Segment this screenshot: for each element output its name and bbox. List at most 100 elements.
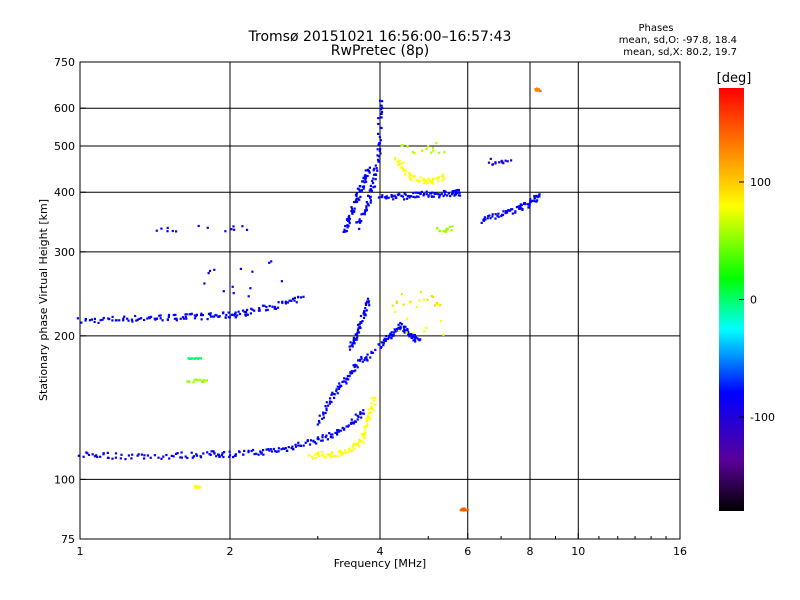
data-point bbox=[186, 380, 189, 383]
data-point bbox=[325, 409, 328, 412]
data-point bbox=[198, 378, 201, 381]
data-point bbox=[387, 196, 390, 199]
data-point bbox=[509, 209, 512, 212]
data-point bbox=[365, 356, 368, 359]
data-point bbox=[344, 225, 347, 228]
data-point bbox=[309, 439, 313, 442]
data-point bbox=[429, 181, 432, 184]
data-point bbox=[369, 187, 372, 191]
data-point bbox=[199, 357, 202, 360]
data-point bbox=[433, 304, 437, 307]
data-point bbox=[90, 318, 93, 321]
data-point bbox=[311, 457, 314, 460]
data-point bbox=[521, 207, 524, 211]
data-point bbox=[519, 203, 522, 206]
data-point bbox=[497, 215, 500, 218]
data-point bbox=[252, 448, 255, 452]
data-point bbox=[520, 207, 523, 210]
data-point bbox=[297, 441, 300, 444]
data-point bbox=[423, 330, 426, 333]
x-tick-label: 1 bbox=[77, 545, 84, 558]
data-point bbox=[293, 299, 296, 302]
data-point bbox=[403, 330, 406, 333]
data-point bbox=[535, 200, 538, 203]
data-point bbox=[293, 296, 296, 299]
data-point bbox=[120, 453, 123, 456]
data-point bbox=[122, 317, 125, 320]
data-point bbox=[364, 357, 367, 360]
data-point bbox=[345, 425, 348, 428]
data-point bbox=[195, 454, 199, 457]
data-point bbox=[96, 455, 99, 459]
data-point bbox=[351, 449, 354, 452]
data-point bbox=[291, 445, 294, 448]
data-point bbox=[206, 226, 209, 229]
data-point bbox=[350, 422, 353, 425]
data-point bbox=[402, 167, 405, 170]
data-point bbox=[195, 356, 198, 360]
data-point bbox=[175, 230, 178, 233]
x-tick-label: 6 bbox=[464, 545, 471, 558]
data-point bbox=[193, 314, 196, 317]
data-point bbox=[111, 315, 114, 318]
data-point bbox=[356, 441, 359, 445]
data-point bbox=[233, 228, 236, 231]
data-point bbox=[379, 148, 382, 151]
data-point bbox=[324, 411, 327, 415]
data-point bbox=[364, 303, 368, 306]
data-point bbox=[528, 204, 531, 207]
data-point bbox=[241, 309, 245, 312]
data-point bbox=[422, 298, 425, 301]
data-point bbox=[363, 213, 366, 216]
data-point bbox=[290, 447, 293, 450]
data-point bbox=[355, 194, 358, 197]
data-point bbox=[491, 213, 494, 216]
data-point bbox=[268, 261, 271, 264]
data-point bbox=[400, 194, 403, 197]
data-point bbox=[175, 317, 178, 320]
data-point bbox=[363, 432, 367, 435]
data-point bbox=[364, 307, 367, 310]
data-point bbox=[321, 436, 324, 439]
data-point bbox=[299, 444, 303, 447]
data-point bbox=[365, 180, 368, 183]
data-point bbox=[167, 315, 170, 319]
data-point bbox=[426, 298, 429, 301]
data-point bbox=[437, 303, 440, 306]
data-point bbox=[530, 199, 533, 203]
data-point bbox=[234, 453, 237, 456]
data-point bbox=[382, 344, 385, 347]
data-point bbox=[404, 169, 407, 172]
data-point bbox=[157, 456, 160, 459]
data-point bbox=[210, 450, 213, 453]
data-point bbox=[143, 454, 146, 457]
data-point bbox=[459, 194, 462, 197]
data-point bbox=[99, 319, 102, 322]
data-point bbox=[364, 433, 367, 436]
data-point bbox=[494, 217, 497, 220]
data-point bbox=[414, 196, 417, 199]
data-point bbox=[517, 205, 520, 208]
data-point bbox=[359, 221, 362, 224]
data-point bbox=[354, 200, 357, 203]
data-point bbox=[195, 485, 198, 488]
data-point bbox=[394, 196, 397, 199]
data-point bbox=[487, 161, 491, 164]
data-point bbox=[199, 486, 202, 489]
data-point bbox=[450, 229, 453, 232]
data-point bbox=[149, 456, 152, 459]
data-point bbox=[442, 333, 445, 336]
y-axis-label: Stationary phase Virtual Height [km] bbox=[37, 199, 50, 401]
data-point bbox=[380, 116, 383, 119]
data-point bbox=[396, 160, 399, 163]
data-point bbox=[316, 451, 319, 454]
data-point bbox=[449, 195, 452, 198]
data-point bbox=[381, 106, 384, 109]
data-point bbox=[410, 195, 413, 198]
data-point bbox=[228, 450, 231, 453]
data-point bbox=[453, 189, 457, 192]
data-point bbox=[351, 344, 354, 347]
data-point bbox=[365, 209, 368, 212]
data-point bbox=[409, 333, 412, 336]
